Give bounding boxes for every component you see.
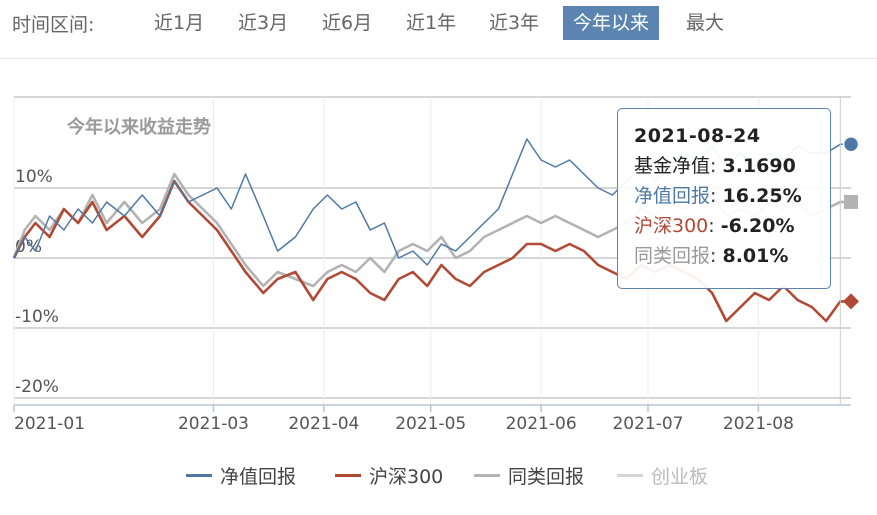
legend-label-nav-return: 净值回报 [220, 466, 297, 488]
x-tick-label-3: 2021-05 [395, 414, 466, 434]
x-tick-label-4: 2021-06 [506, 414, 577, 434]
legend-item-cyb[interactable]: 创业板 [617, 462, 708, 492]
end-markers [842, 136, 860, 310]
tooltip-label-return: 净值回报 [634, 185, 711, 207]
y-tick-label-0: -20% [15, 377, 59, 397]
chart-legend: 净值回报 沪深300 同类回报 创业板 [0, 462, 877, 492]
range-label: 时间区间: [12, 14, 95, 36]
tooltip-value-nav: 3.1690 [722, 155, 796, 177]
tooltip-label-peer: 同类回报 [634, 245, 711, 267]
series-line-hs300 [12, 179, 851, 323]
legend-swatch-cyb [617, 474, 643, 477]
range-option-3y[interactable]: 近3年 [489, 12, 540, 34]
legend-swatch-peer [474, 474, 500, 477]
legend-label-peer: 同类回报 [508, 466, 585, 488]
y-axis-labels: -20%-10%0%10% [15, 167, 59, 397]
legend-label-cyb: 创业板 [651, 466, 709, 488]
x-tick-label-5: 2021-07 [612, 414, 683, 434]
x-tick-label-2: 2021-04 [288, 414, 359, 434]
divider [0, 58, 877, 59]
x-axis: 2021-01 2021-03 2021-04 2021-05 2021-06 2021-… [13, 404, 851, 434]
chart-title: 今年以来收益走势 [67, 116, 211, 138]
tooltip-label-hs300: 沪深300 [634, 215, 709, 237]
tooltip-value-peer: 8.01% [722, 245, 789, 267]
legend-item-hs300[interactable]: 沪深300 [335, 462, 443, 492]
tooltip-date: 2021-08-24 [634, 125, 761, 147]
range-option-1y[interactable]: 近1年 [406, 12, 457, 34]
end-marker-peer [844, 194, 858, 209]
tooltip-row-hs300: 沪深300: -6.20% [634, 215, 795, 237]
x-tick-label-0: 2021-01 [14, 414, 85, 434]
return-chart: 2021-01 2021-03 2021-04 2021-05 2021-06 2021-… [12, 96, 860, 434]
y-tick-label-1: -10% [15, 307, 59, 327]
y-tick-label-3: 10% [15, 167, 53, 187]
tooltip-row-peer: 同类回报: 8.01% [634, 245, 789, 267]
x-tick-label-6: 2021-08 [723, 414, 794, 434]
end-marker-nav-return [842, 136, 860, 153]
range-option-3m[interactable]: 近3月 [238, 12, 289, 34]
tooltip-row-return: 净值回报: 16.25% [634, 185, 802, 207]
range-selector: 时间区间: 近1月 近3月 近6月 近1年 近3年 今年以来 最大 [0, 0, 877, 46]
legend-swatch-hs300 [335, 474, 361, 477]
legend-item-nav-return[interactable]: 净值回报 [186, 462, 296, 492]
data-tooltip: 2021-08-24 基金净值: 3.1690 净值回报: 16.25% 沪深3… [617, 108, 831, 289]
range-option-max[interactable]: 最大 [686, 12, 725, 34]
tooltip-value-hs300: -6.20% [720, 215, 795, 237]
legend-swatch-nav-return [186, 474, 212, 477]
tooltip-label-nav: 基金净值 [634, 155, 711, 177]
tooltip-value-return: 16.25% [722, 185, 802, 207]
end-marker-hs300 [843, 293, 859, 310]
range-option-1m[interactable]: 近1月 [154, 12, 205, 34]
legend-label-hs300: 沪深300 [369, 466, 444, 488]
legend-item-peer[interactable]: 同类回报 [474, 462, 584, 492]
tooltip-row-nav: 基金净值: 3.1690 [634, 155, 796, 177]
range-option-6m[interactable]: 近6月 [322, 12, 373, 34]
x-tick-label-1: 2021-03 [178, 414, 249, 434]
range-option-ytd[interactable]: 今年以来 [563, 6, 660, 40]
